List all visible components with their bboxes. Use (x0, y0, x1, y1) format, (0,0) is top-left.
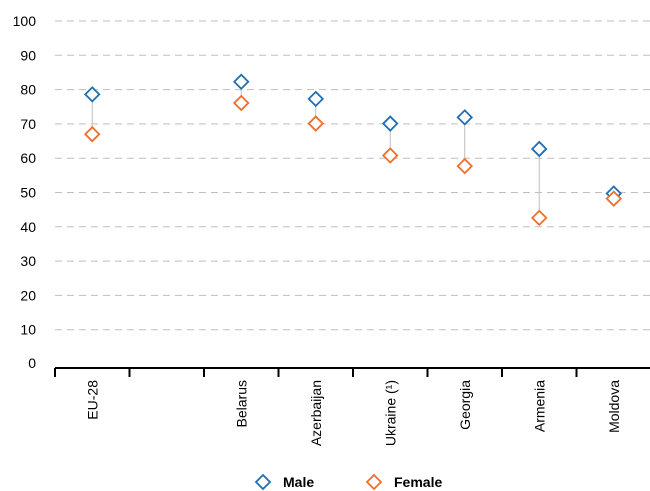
y-tick-label: 100 (13, 13, 37, 29)
y-axis-tick-labels: 0 10 20 30 40 50 60 70 80 90 100 (13, 13, 37, 371)
y-tick-label: 20 (20, 287, 36, 303)
male-point (530, 140, 548, 158)
female-point (530, 209, 548, 227)
y-tick-label: 80 (20, 82, 36, 98)
x-tick-label: Azerbaijan (308, 380, 324, 446)
y-tick-label: 10 (20, 322, 36, 338)
legend-label-female: Female (394, 474, 442, 490)
y-tick-label: 30 (20, 253, 36, 269)
female-point (456, 157, 474, 175)
male-point (307, 90, 325, 108)
x-tick-label: Armenia (531, 380, 547, 432)
data-markers (83, 73, 623, 227)
y-tick-label: 0 (28, 355, 36, 371)
y-tick-label: 40 (20, 219, 36, 235)
female-point (307, 115, 325, 132)
female-point (232, 94, 250, 112)
female-point (83, 125, 101, 143)
x-tick-label: EU-28 (84, 380, 100, 420)
male-legend-marker (254, 473, 272, 491)
y-tick-label: 60 (20, 150, 36, 166)
legend: Male Female (254, 473, 442, 491)
male-point (456, 109, 474, 126)
x-tick-label: Moldova (606, 380, 622, 433)
y-tick-label: 50 (20, 185, 36, 201)
female-point (381, 147, 399, 164)
female-point (605, 190, 623, 207)
y-tick-label: 70 (20, 116, 36, 132)
x-axis-tick-labels: EU-28 Belarus Azerbaijan Ukraine (¹) Georgia… (84, 380, 622, 446)
male-point (232, 73, 250, 90)
male-point (381, 115, 399, 132)
x-tick-label: Ukraine (¹) (382, 380, 398, 446)
x-tick-label: Georgia (457, 380, 473, 430)
female-legend-marker (365, 473, 383, 491)
x-tick-label: Belarus (233, 380, 249, 427)
legend-label-male: Male (283, 474, 314, 490)
x-axis (54, 367, 650, 377)
y-tick-label: 90 (20, 47, 36, 63)
male-point (83, 86, 101, 103)
gridlines (55, 20, 650, 331)
